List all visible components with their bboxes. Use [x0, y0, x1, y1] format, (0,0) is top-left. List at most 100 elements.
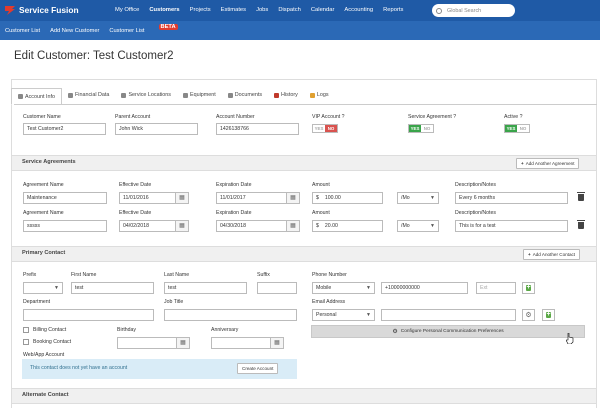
tab-logs[interactable]: Logs	[304, 88, 335, 102]
notes-label: Description/Notes	[455, 182, 496, 188]
add-another-contact-button[interactable]: + Add Another Contact	[523, 249, 581, 260]
expiration-date-input[interactable]: 11/01/2017 ▦	[216, 192, 300, 204]
web-app-account-label: Web/App Account	[23, 352, 65, 358]
anniversary-input[interactable]: ▦	[211, 337, 284, 349]
service-agreement-toggle[interactable]: YES NO	[408, 124, 434, 133]
add-phone-button[interactable]	[522, 282, 535, 294]
search-icon	[436, 7, 442, 14]
subnav-customer-list-beta[interactable]: Customer List BETA	[109, 23, 178, 34]
prefix-select[interactable]: ▼	[23, 282, 63, 294]
tab-account-info[interactable]: Account Info	[11, 88, 62, 105]
nav-estimates[interactable]: Estimates	[220, 7, 247, 13]
top-navbar: Service Fusion My Office Customers Proje…	[0, 0, 600, 21]
phone-ext-input[interactable]: Ext	[476, 282, 516, 294]
tab-history[interactable]: History	[268, 88, 304, 102]
nav-projects[interactable]: Projects	[189, 7, 211, 13]
billing-contact-label: Billing Contact	[33, 327, 67, 333]
customer-name-input[interactable]: Test Customer2	[23, 123, 106, 135]
calendar-icon[interactable]: ▦	[270, 338, 283, 348]
tab-documents[interactable]: Documents	[222, 88, 268, 102]
department-input[interactable]	[23, 309, 154, 321]
phone-type-select[interactable]: Mobile ▼	[312, 282, 375, 294]
global-search-input[interactable]: Global Search	[432, 4, 515, 17]
tab-divider	[14, 104, 597, 105]
add-email-button[interactable]	[542, 309, 555, 321]
calendar-icon[interactable]: ▦	[175, 221, 188, 231]
period-select[interactable]: /Mo ▼	[397, 192, 439, 204]
notes-label: Description/Notes	[455, 210, 496, 216]
amount-value: 20.00	[324, 223, 338, 229]
active-toggle[interactable]: YES NO	[504, 124, 530, 133]
nav-reports[interactable]: Reports	[383, 7, 404, 13]
account-number-input[interactable]: 1426138766	[216, 123, 299, 135]
alternate-contact-header	[12, 388, 596, 404]
nav-accounting[interactable]: Accounting	[344, 7, 374, 13]
chevron-down-icon: ▼	[430, 223, 435, 229]
vip-account-label: VIP Account ?	[312, 114, 345, 120]
calendar-icon[interactable]: ▦	[286, 193, 299, 203]
account-info-icon	[18, 94, 23, 99]
email-address-input[interactable]	[381, 309, 516, 321]
expiration-date-input[interactable]: 04/30/2018 ▦	[216, 220, 300, 232]
notes-input[interactable]: This is for a test	[455, 220, 568, 232]
calendar-icon[interactable]: ▦	[176, 338, 189, 348]
effective-date-value: 11/01/2016	[123, 195, 149, 201]
suffix-input[interactable]	[257, 282, 297, 294]
booking-contact-checkbox[interactable]	[23, 339, 29, 345]
nav-calendar[interactable]: Calendar	[310, 7, 335, 13]
notes-input[interactable]: Every 6 months	[455, 192, 568, 204]
tab-history-label: History	[281, 92, 298, 98]
service-locations-icon	[121, 92, 127, 98]
birthday-input[interactable]: ▦	[117, 337, 190, 349]
nav-customers[interactable]: Customers	[149, 7, 180, 13]
billing-contact-checkbox[interactable]	[23, 327, 29, 333]
period-value: /Mo	[401, 195, 410, 201]
global-search-placeholder: Global Search	[447, 7, 482, 14]
effective-date-input[interactable]: 11/01/2016 ▦	[119, 192, 189, 204]
vip-account-toggle[interactable]: YES NO	[312, 124, 338, 133]
subnav-add-new-customer[interactable]: Add New Customer	[50, 27, 100, 34]
calendar-icon[interactable]: ▦	[175, 193, 188, 203]
phone-type-value: Mobile	[316, 285, 332, 291]
add-another-agreement-button[interactable]: + Add Another Agreement	[516, 158, 580, 169]
phone-number-input[interactable]: +10000000000	[381, 282, 468, 294]
first-name-input[interactable]: test	[71, 282, 154, 294]
parent-account-input[interactable]: John Wick	[115, 123, 198, 135]
first-name-label: First Name	[71, 272, 97, 278]
agreement-name-input[interactable]: Maintenance	[23, 192, 107, 204]
configure-communication-preferences-button[interactable]: ⚙ Configure Personal Communication Prefer…	[311, 325, 585, 338]
calendar-icon[interactable]: ▦	[286, 221, 299, 231]
sub-navbar: Customer List Add New Customer Customer …	[0, 21, 600, 40]
brand-logo[interactable]: Service Fusion	[4, 4, 79, 16]
vip-yes-option: YES	[314, 126, 324, 131]
web-app-account-box: This contact does not yet have an accoun…	[22, 359, 297, 379]
job-title-input[interactable]	[164, 309, 297, 321]
create-account-button[interactable]: Create Account	[237, 363, 279, 374]
nav-my-office[interactable]: My Office	[115, 7, 140, 13]
add-contact-label: Add Another Contact	[532, 252, 576, 257]
phone-number-label: Phone Number	[312, 272, 347, 278]
effective-date-input[interactable]: 04/02/2018 ▦	[119, 220, 189, 232]
trash-icon[interactable]	[577, 192, 585, 201]
plus-icon: +	[521, 161, 524, 166]
trash-icon[interactable]	[577, 220, 585, 229]
amount-input[interactable]: $100.00	[312, 192, 383, 204]
email-settings-button[interactable]: ⚙	[522, 309, 535, 321]
nav-dispatch[interactable]: Dispatch	[278, 7, 301, 13]
nav-jobs[interactable]: Jobs	[256, 7, 269, 13]
email-type-select[interactable]: Personal ▼	[312, 309, 375, 321]
amount-input[interactable]: $20.00	[312, 220, 383, 232]
agreement-name-input[interactable]: sssss	[23, 220, 107, 232]
web-app-account-message: This contact does not yet have an accoun…	[30, 365, 128, 371]
last-name-input[interactable]: test	[164, 282, 247, 294]
alternate-contact-title: Alternate Contact	[22, 392, 69, 398]
email-type-value: Personal	[316, 312, 337, 318]
documents-icon	[227, 92, 233, 98]
tab-service-locations[interactable]: Service Locations	[115, 88, 177, 102]
tab-financial-data[interactable]: Financial Data	[62, 88, 115, 102]
agreement-name-label: Agreement Name	[23, 210, 64, 216]
subnav-customer-list[interactable]: Customer List	[5, 27, 41, 34]
tab-equipment[interactable]: Equipment	[177, 88, 222, 102]
primary-contact-title: Primary Contact	[22, 250, 66, 256]
period-select[interactable]: /Mo ▼	[397, 220, 439, 232]
